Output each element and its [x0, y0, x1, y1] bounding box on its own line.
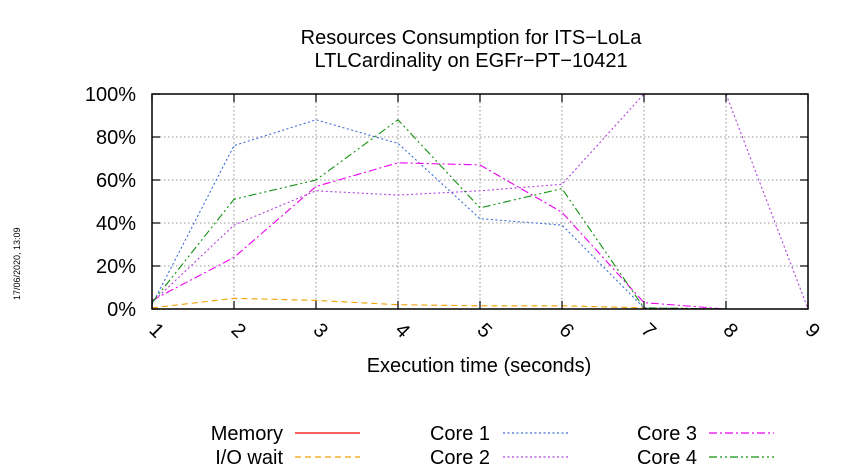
x-tick-label: 6 [555, 319, 578, 342]
x-tick-label: 7 [637, 319, 660, 342]
y-tick-label: 100% [85, 84, 136, 106]
grid-lines [152, 94, 808, 309]
y-tick-label: 40% [96, 213, 136, 235]
x-tick-label: 8 [719, 319, 742, 342]
x-tick-label: 5 [473, 319, 496, 342]
chart-title: Resources Consumption for ITS−LoLa LTLCa… [301, 27, 643, 72]
series-line-core-1 [151, 119, 808, 310]
y-tick-label: 20% [96, 256, 136, 278]
x-axis-label: Execution time (seconds) [367, 355, 592, 377]
x-tick-label: 3 [309, 319, 332, 342]
series-line-core-3 [151, 162, 808, 310]
legend-label-memory: Memory [211, 423, 283, 445]
x-tick-label: 4 [391, 319, 414, 342]
legend-label-i-o-wait: I/O wait [215, 447, 283, 469]
chart-title-line-2: LTLCardinality on EGFr−PT−10421 [314, 50, 627, 72]
x-tick-label: 2 [227, 319, 250, 342]
axis-ticks [151, 93, 809, 310]
chart-title-line-1: Resources Consumption for ITS−LoLa [301, 27, 643, 49]
legend-label-core-2: Core 2 [430, 447, 490, 469]
x-axis-tick-labels: 1 2 3 4 5 6 7 8 9 [145, 319, 824, 342]
legend-label-core-3: Core 3 [637, 423, 697, 445]
x-tick-label: 1 [145, 319, 168, 342]
legend-label-core-4: Core 4 [637, 447, 697, 469]
y-tick-label: 0% [107, 299, 136, 321]
legend-label-core-1: Core 1 [430, 423, 490, 445]
x-tick-label: 9 [801, 319, 824, 342]
series-line-core-2 [151, 93, 809, 310]
y-axis-tick-labels: 0% 20% 40% 60% 80% 100% [85, 84, 136, 321]
y-tick-label: 80% [96, 127, 136, 149]
y-tick-label: 60% [96, 170, 136, 192]
